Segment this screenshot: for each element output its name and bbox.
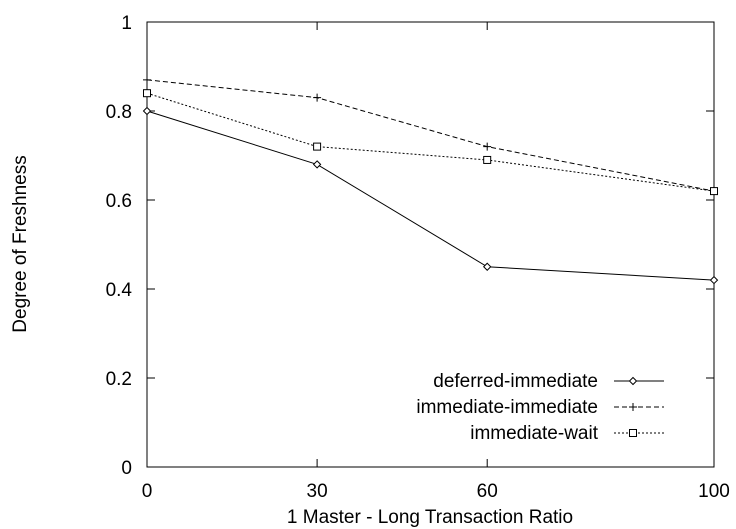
x-tick-labels: 0 30 60 100 (142, 481, 730, 502)
legend-label: deferred-immediate (433, 371, 598, 392)
data-point (143, 89, 151, 98)
data-point (483, 155, 492, 164)
legend-marker (628, 376, 638, 386)
series-markers (142, 75, 719, 285)
legend: deferred-immediate immediate-immediate imm… (416, 371, 664, 444)
y-tick-label: 0 (121, 458, 132, 479)
data-point (710, 187, 718, 196)
data-point (483, 142, 492, 151)
data-point (312, 160, 322, 169)
y-tick-label: 1 (121, 13, 132, 34)
data-point (482, 262, 492, 271)
series-line (146, 110, 715, 281)
x-tick-label: 0 (142, 481, 153, 502)
x-tick-label: 60 (477, 481, 498, 502)
legend-marker (629, 403, 637, 411)
y-tick-label: 0.4 (106, 280, 133, 301)
y-axis-title: Degree of Freshness (10, 155, 31, 332)
data-point (313, 142, 322, 151)
x-tick-label: 30 (307, 481, 328, 502)
legend-label: immediate-wait (470, 423, 598, 444)
plot-frame (146, 21, 715, 468)
y-tick-label: 0.2 (106, 369, 132, 390)
x-tick-label: 100 (698, 481, 730, 502)
legend-marker (629, 429, 637, 437)
x-axis-title: 1 Master - Long Transaction Ratio (287, 507, 573, 528)
series-lines (146, 79, 715, 281)
y-tick-label: 0.6 (106, 191, 132, 212)
data-point (143, 75, 151, 84)
series-line (146, 79, 715, 192)
data-point (313, 93, 322, 102)
y-tick-label: 0.8 (106, 102, 132, 123)
data-point (142, 106, 152, 116)
legend-label: immediate-immediate (416, 397, 598, 418)
y-tick-labels: 0 0.2 0.4 0.6 0.8 1 (106, 13, 133, 479)
series-line (146, 92, 715, 192)
data-point (709, 275, 719, 285)
